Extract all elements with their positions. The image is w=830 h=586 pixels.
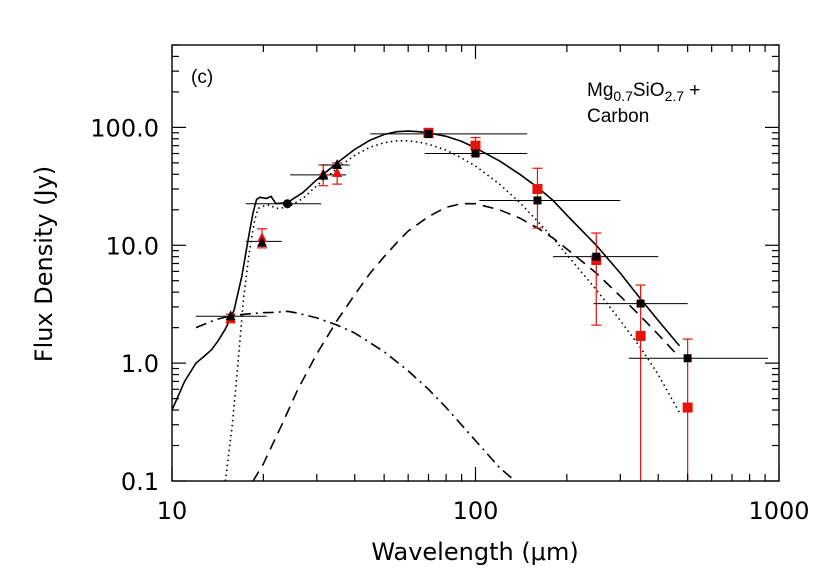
model-curves xyxy=(171,130,681,482)
square-marker xyxy=(533,196,542,205)
y-axis-title: Flux Density (Jy) xyxy=(30,166,58,362)
error-bars xyxy=(196,128,769,481)
x-tick-label: 10 xyxy=(157,497,188,525)
square-marker xyxy=(636,299,645,308)
triangle-marker xyxy=(318,169,329,180)
y-tick-label: 10.0 xyxy=(106,232,159,260)
square-marker xyxy=(682,402,693,413)
material-annotation: Mg0.7SiO2.7 + xyxy=(587,80,700,104)
x-tick-label: 100 xyxy=(453,497,499,525)
y-tick-label: 100.0 xyxy=(90,114,159,142)
annotation-base: Mg xyxy=(587,80,613,101)
triangle-marker xyxy=(332,167,343,178)
x-tick-label: 1000 xyxy=(748,497,809,525)
square-marker xyxy=(532,184,543,195)
model-curve-dotted xyxy=(224,140,681,482)
model-curve-dashdot xyxy=(195,310,516,482)
square-marker xyxy=(635,330,646,341)
square-marker xyxy=(592,252,601,261)
square-marker xyxy=(424,129,433,138)
circle-marker xyxy=(282,199,292,209)
model-curve-solid xyxy=(171,130,681,411)
annotation-tail: + xyxy=(684,80,700,101)
panel-label: (c) xyxy=(191,67,213,88)
triangle-marker xyxy=(257,236,268,247)
annotation-mid: SiO xyxy=(633,80,665,101)
annotation-subscript-1: 0.7 xyxy=(613,88,633,104)
square-marker xyxy=(470,140,481,151)
data-markers xyxy=(225,127,693,413)
square-marker xyxy=(471,149,480,158)
annotation-subscript-2: 2.7 xyxy=(665,88,685,104)
model-curve-dashed xyxy=(252,202,681,482)
y-tick-label: 1.0 xyxy=(121,350,159,378)
square-marker xyxy=(683,354,692,363)
annotation-line-2: Carbon xyxy=(587,106,649,127)
y-tick-label: 0.1 xyxy=(121,468,159,496)
x-axis-title: Wavelength (μm) xyxy=(371,538,578,566)
triangle-marker xyxy=(225,310,236,321)
axes: 10 100 1000 0.1 1.0 10.0 100.0 xyxy=(90,44,810,525)
triangle-marker xyxy=(332,158,343,169)
